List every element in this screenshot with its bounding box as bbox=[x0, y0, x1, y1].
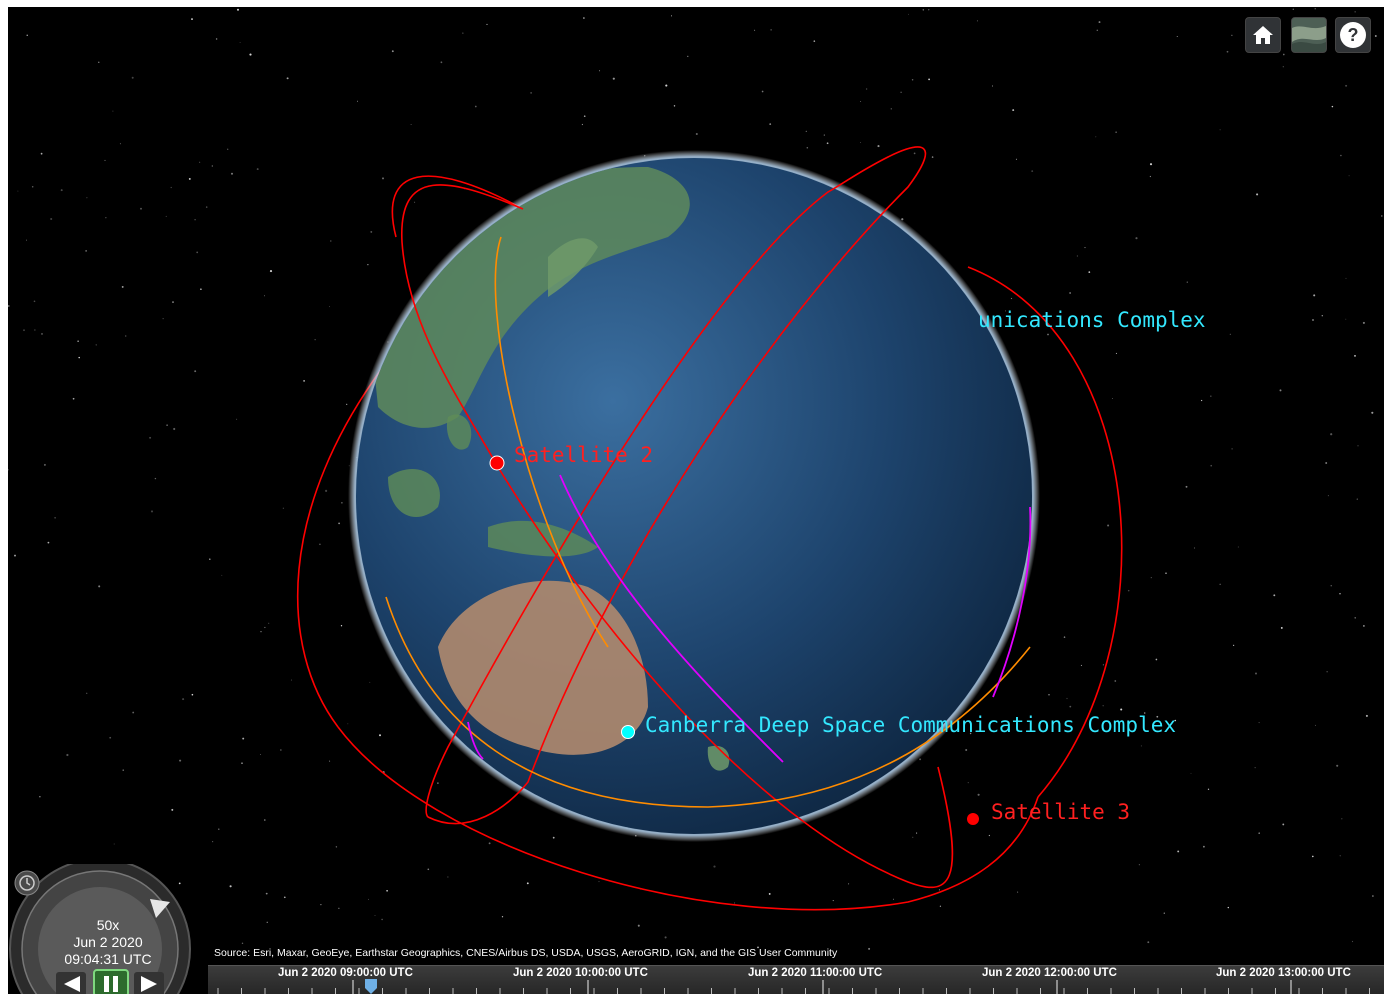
animation-speed: 50x bbox=[97, 917, 120, 933]
timeline-label: Jun 2 2020 11:00:00 UTC bbox=[748, 967, 883, 979]
clock-icon bbox=[19, 875, 35, 891]
timeline-label: Jun 2 2020 12:00:00 UTC bbox=[982, 967, 1117, 979]
help-icon: ? bbox=[1340, 22, 1366, 48]
globe-viewer[interactable]: Satellite 2 Satellite 3 Canberra Deep Sp… bbox=[8, 7, 1384, 994]
orbit-secondary bbox=[385, 236, 1031, 808]
timeline-label: Jun 2 2020 13:00:00 UTC bbox=[1216, 967, 1351, 979]
access-line-west bbox=[467, 721, 484, 760]
realtime-clock-button[interactable] bbox=[14, 870, 40, 896]
timeline-label: Jun 2 2020 09:00:00 UTC bbox=[278, 967, 413, 979]
timeline-bar[interactable]: Jun 2 2020 09:00:00 UTC Jun 2 2020 10:00… bbox=[208, 965, 1384, 994]
pause-button[interactable] bbox=[93, 969, 129, 994]
imagery-credit: Source: Esri, Maxar, GeoEye, Earthstar G… bbox=[214, 947, 838, 959]
satellite-2-label: Satellite 2 bbox=[514, 443, 653, 467]
timeline-ticks bbox=[217, 980, 1370, 994]
orbit-satellite-3 bbox=[337, 146, 1039, 911]
play-forward-icon bbox=[141, 976, 157, 992]
orbit-back-3 bbox=[391, 175, 524, 238]
animation-widget[interactable]: 50x Jun 2 2020 09:04:31 UTC bbox=[8, 864, 208, 994]
globe-scene[interactable]: Satellite 2 Satellite 3 Canberra Deep Sp… bbox=[8, 7, 1384, 994]
home-button[interactable] bbox=[1245, 17, 1281, 53]
ground-station-back-label: unications Complex bbox=[978, 308, 1206, 332]
animation-date: Jun 2 2020 bbox=[73, 934, 142, 950]
play-forward-button[interactable] bbox=[134, 972, 164, 994]
play-reverse-icon bbox=[64, 976, 80, 992]
access-line-satellite-2 bbox=[559, 474, 784, 763]
orbit-satellite-2 bbox=[401, 184, 954, 889]
timeline-label: Jun 2 2020 10:00:00 UTC bbox=[513, 967, 648, 979]
imagery-layer-button[interactable] bbox=[1291, 17, 1327, 53]
imagery-layer-icon bbox=[1292, 18, 1326, 52]
timeline-needle[interactable] bbox=[364, 979, 378, 994]
satellite-3-label: Satellite 3 bbox=[991, 800, 1130, 824]
speed-pointer[interactable] bbox=[150, 899, 170, 918]
ground-station-canberra-label: Canberra Deep Space Communications Compl… bbox=[645, 713, 1176, 737]
help-button[interactable]: ? bbox=[1335, 17, 1371, 53]
satellite-2-marker[interactable] bbox=[489, 455, 505, 471]
home-icon bbox=[1253, 26, 1273, 44]
satellite-3-marker[interactable] bbox=[967, 813, 979, 825]
orbit-back-1 bbox=[296, 362, 387, 728]
ground-station-canberra-marker[interactable] bbox=[621, 725, 635, 739]
svg-text:?: ? bbox=[1348, 25, 1359, 45]
pause-icon bbox=[104, 976, 118, 992]
access-line-back bbox=[992, 506, 1032, 698]
earth-globe[interactable] bbox=[348, 150, 1040, 842]
play-reverse-button[interactable] bbox=[56, 972, 86, 994]
orbit-back-2 bbox=[967, 266, 1123, 798]
animation-time: 09:04:31 UTC bbox=[64, 951, 151, 967]
